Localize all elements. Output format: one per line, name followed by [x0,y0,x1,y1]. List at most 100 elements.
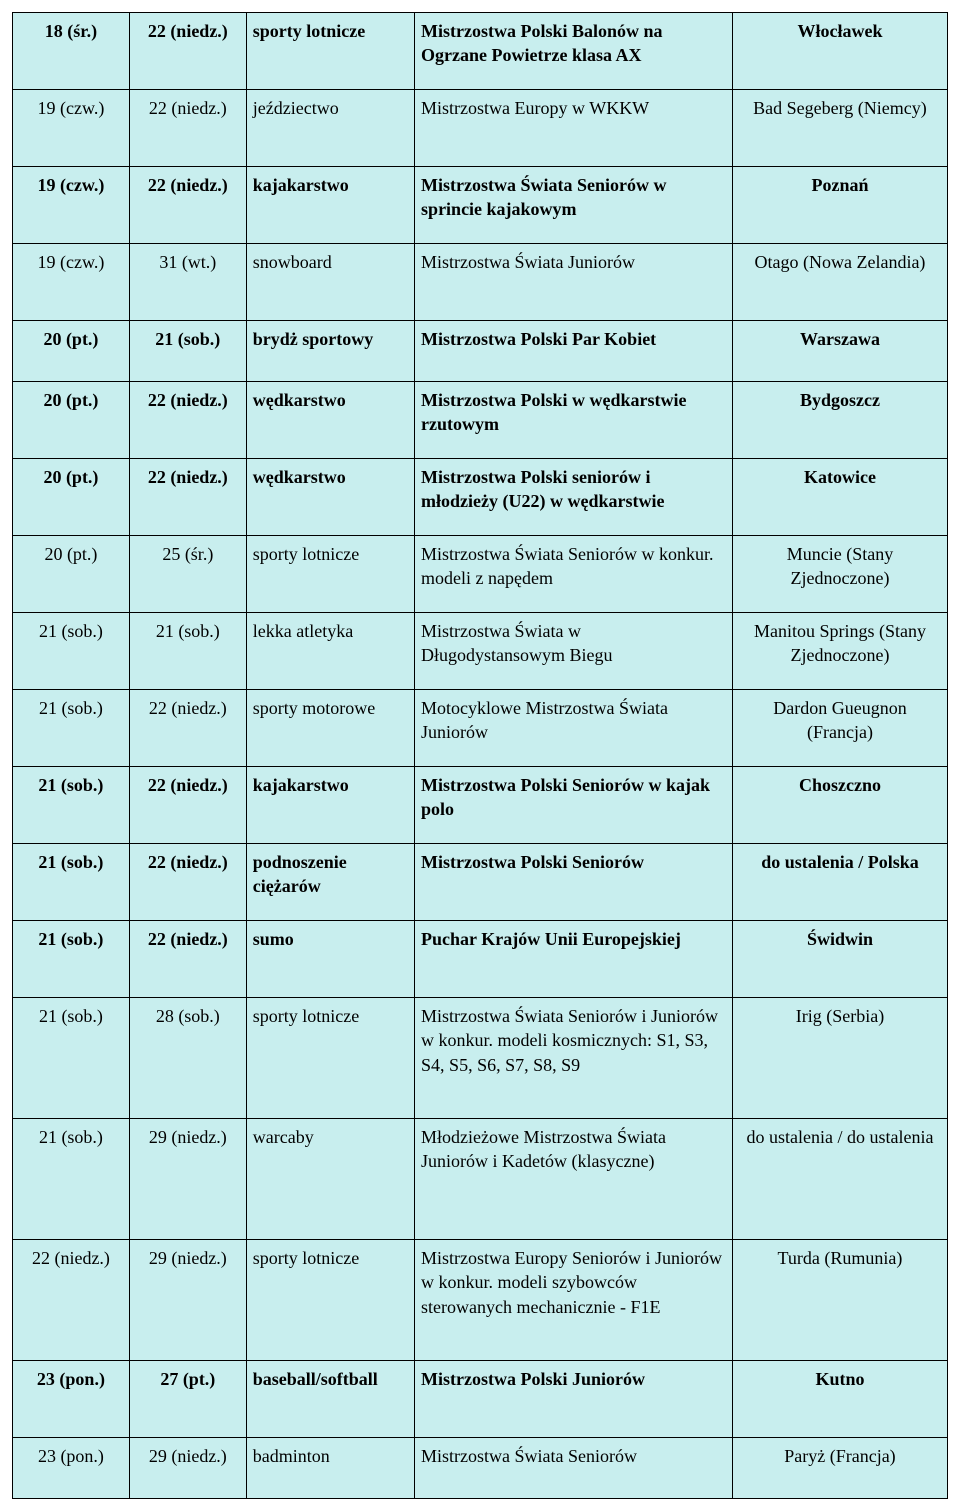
table-cell: Mistrzostwa Świata w Długodystansowym Bi… [415,613,733,690]
table-cell: Włocławek [732,13,947,90]
table-row: 23 (pon.)29 (niedz.)badmintonMistrzostwa… [13,1438,948,1499]
table-cell: do ustalenia / do ustalenia [732,1119,947,1240]
table-row: 21 (sob.)28 (sob.)sporty lotniczeMistrzo… [13,998,948,1119]
table-cell: Mistrzostwa Europy w WKKW [415,90,733,167]
table-cell: sumo [246,921,414,998]
table-cell: lekka atletyka [246,613,414,690]
table-cell: 18 (śr.) [13,13,130,90]
table-cell: 19 (czw.) [13,244,130,321]
table-row: 20 (pt.)22 (niedz.)wędkarstwoMistrzostwa… [13,459,948,536]
table-cell: 21 (sob.) [13,921,130,998]
table-cell: brydż sportowy [246,321,414,382]
table-cell: Kutno [732,1361,947,1438]
table-cell: 22 (niedz.) [129,90,246,167]
table-cell: Warszawa [732,321,947,382]
table-cell: 29 (niedz.) [129,1119,246,1240]
table-cell: 19 (czw.) [13,90,130,167]
table-cell: Mistrzostwa Polski seniorów i młodzieży … [415,459,733,536]
table-cell: 23 (pon.) [13,1438,130,1499]
table-cell: 22 (niedz.) [129,690,246,767]
table-cell: Otago (Nowa Zelandia) [732,244,947,321]
table-cell: 21 (sob.) [13,613,130,690]
table-row: 19 (czw.)31 (wt.)snowboardMistrzostwa Św… [13,244,948,321]
table-cell: Mistrzostwa Świata Juniorów [415,244,733,321]
table-cell: 21 (sob.) [129,613,246,690]
table-row: 21 (sob.)29 (niedz.)warcabyMłodzieżowe M… [13,1119,948,1240]
table-cell: snowboard [246,244,414,321]
table-cell: Mistrzostwa Polski Par Kobiet [415,321,733,382]
table-cell: 20 (pt.) [13,536,130,613]
table-cell: wędkarstwo [246,459,414,536]
table-row: 21 (sob.)22 (niedz.)podnoszenie ciężarów… [13,844,948,921]
table-cell: Poznań [732,167,947,244]
table-row: 20 (pt.)25 (śr.)sporty lotniczeMistrzost… [13,536,948,613]
table-cell: Katowice [732,459,947,536]
table-row: 21 (sob.)21 (sob.)lekka atletykaMistrzos… [13,613,948,690]
events-table: 18 (śr.)22 (niedz.)sporty lotniczeMistrz… [12,12,948,1499]
table-cell: Mistrzostwa Świata Seniorów i Juniorów w… [415,998,733,1119]
table-cell: 22 (niedz.) [129,382,246,459]
table-cell: 31 (wt.) [129,244,246,321]
table-cell: 25 (śr.) [129,536,246,613]
table-cell: Mistrzostwa Świata Seniorów [415,1438,733,1499]
table-row: 21 (sob.)22 (niedz.)kajakarstwoMistrzost… [13,767,948,844]
table-cell: 21 (sob.) [129,321,246,382]
table-cell: 22 (niedz.) [129,459,246,536]
table-cell: 22 (niedz.) [129,921,246,998]
table-cell: 21 (sob.) [13,998,130,1119]
table-row: 21 (sob.)22 (niedz.)sumoPuchar Krajów Un… [13,921,948,998]
table-cell: warcaby [246,1119,414,1240]
table-cell: Mistrzostwa Świata Seniorów w konkur. mo… [415,536,733,613]
table-cell: Mistrzostwa Polski Juniorów [415,1361,733,1438]
table-cell: 21 (sob.) [13,1119,130,1240]
table-cell: 27 (pt.) [129,1361,246,1438]
table-cell: kajakarstwo [246,767,414,844]
table-row: 20 (pt.)21 (sob.)brydż sportowyMistrzost… [13,321,948,382]
table-cell: Mistrzostwa Świata Seniorów w sprincie k… [415,167,733,244]
table-cell: 23 (pon.) [13,1361,130,1438]
table-row: 21 (sob.)22 (niedz.)sporty motoroweMotoc… [13,690,948,767]
table-cell: Mistrzostwa Polski Balonów na Ogrzane Po… [415,13,733,90]
table-cell: Paryż (Francja) [732,1438,947,1499]
table-cell: Choszczno [732,767,947,844]
table-cell: Mistrzostwa Europy Seniorów i Juniorów w… [415,1240,733,1361]
table-cell: 22 (niedz.) [129,767,246,844]
table-cell: Mistrzostwa Polski Seniorów [415,844,733,921]
table-cell: do ustalenia / Polska [732,844,947,921]
table-cell: Bad Segeberg (Niemcy) [732,90,947,167]
table-cell: podnoszenie ciężarów [246,844,414,921]
events-tbody: 18 (śr.)22 (niedz.)sporty lotniczeMistrz… [13,13,948,1499]
table-cell: wędkarstwo [246,382,414,459]
table-cell: 20 (pt.) [13,459,130,536]
table-cell: Młodzieżowe Mistrzostwa Świata Juniorów … [415,1119,733,1240]
table-cell: sporty motorowe [246,690,414,767]
table-cell: 28 (sob.) [129,998,246,1119]
table-row: 19 (czw.)22 (niedz.)kajakarstwoMistrzost… [13,167,948,244]
table-cell: 21 (sob.) [13,767,130,844]
table-cell: baseball/softball [246,1361,414,1438]
table-cell: Puchar Krajów Unii Europejskiej [415,921,733,998]
table-cell: 21 (sob.) [13,844,130,921]
table-row: 23 (pon.)27 (pt.)baseball/softballMistrz… [13,1361,948,1438]
table-cell: Irig (Serbia) [732,998,947,1119]
table-row: 20 (pt.)22 (niedz.)wędkarstwoMistrzostwa… [13,382,948,459]
table-cell: jeździectwo [246,90,414,167]
table-cell: badminton [246,1438,414,1499]
table-cell: Muncie (Stany Zjednoczone) [732,536,947,613]
table-cell: Mistrzostwa Polski w wędkarstwie rzutowy… [415,382,733,459]
table-row: 19 (czw.)22 (niedz.)jeździectwoMistrzost… [13,90,948,167]
table-cell: 29 (niedz.) [129,1240,246,1361]
table-cell: sporty lotnicze [246,536,414,613]
table-cell: 20 (pt.) [13,382,130,459]
table-cell: Turda (Rumunia) [732,1240,947,1361]
table-cell: Motocyklowe Mistrzostwa Świata Juniorów [415,690,733,767]
table-cell: 19 (czw.) [13,167,130,244]
table-cell: Mistrzostwa Polski Seniorów w kajak polo [415,767,733,844]
table-cell: Świdwin [732,921,947,998]
table-cell: Bydgoszcz [732,382,947,459]
table-cell: 20 (pt.) [13,321,130,382]
table-row: 18 (śr.)22 (niedz.)sporty lotniczeMistrz… [13,13,948,90]
table-cell: sporty lotnicze [246,1240,414,1361]
table-cell: sporty lotnicze [246,998,414,1119]
table-cell: sporty lotnicze [246,13,414,90]
